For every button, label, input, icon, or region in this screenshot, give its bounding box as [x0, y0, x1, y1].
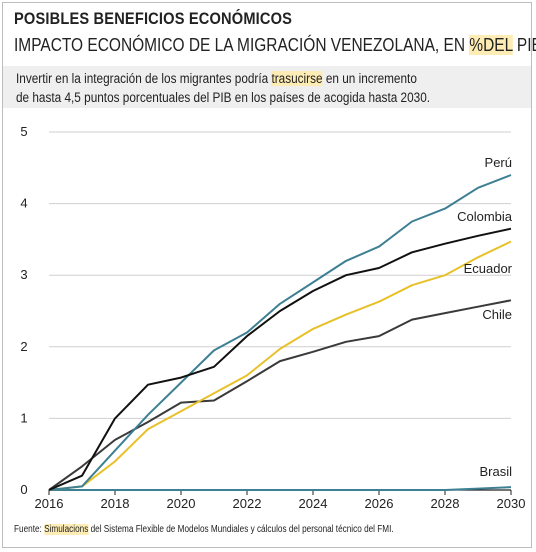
- x-tick-label: 2024: [299, 496, 328, 511]
- series-line-ecuador: [48, 240, 512, 491]
- series-label-peru: Perú: [485, 155, 512, 170]
- x-tick-label: 2020: [167, 496, 196, 511]
- description-line-1: Invertir en la integración de los migran…: [16, 69, 469, 88]
- subtitle-text-end: PIB: [516, 35, 536, 55]
- source-label: Fuente:: [14, 524, 45, 535]
- subtitle-highlight: %DEL: [469, 35, 513, 55]
- description-box: Invertir en la integración de los migran…: [3, 66, 531, 108]
- y-tick-label: 3: [20, 267, 27, 282]
- series-line-brasil: [49, 486, 512, 491]
- x-tick-label: 2026: [365, 496, 394, 511]
- description-text-end: en un incremento: [322, 71, 417, 86]
- y-tick-label: 2: [20, 339, 27, 354]
- series-line-chile: [48, 299, 512, 491]
- x-axis-ticks: 2016 2018 2020 2022 2024 2026 2028 2030: [35, 490, 526, 511]
- x-tick-label: 2018: [101, 496, 130, 511]
- x-tick-label: 2022: [233, 496, 262, 511]
- source-text: del Sistema Flexible de Modelos Mundiale…: [88, 524, 394, 535]
- chart-subtitle: IMPACTO ECONÓMICO DE LA MIGRACIÓN VENEZO…: [14, 35, 536, 56]
- y-axis-ticks: 0 1 2 3 4 5: [20, 124, 27, 497]
- series-line-peru: [48, 174, 512, 491]
- series-label-chile: Chile: [482, 307, 512, 322]
- x-tick-label: 2030: [497, 496, 526, 511]
- series-label-ecuador: Ecuador: [464, 261, 513, 276]
- x-tick-label: 2028: [431, 496, 460, 511]
- subtitle-text: IMPACTO ECONÓMICO DE LA MIGRACIÓN VENEZO…: [14, 35, 470, 55]
- series-label-brasil: Brasil: [479, 464, 512, 479]
- description-highlight: trasucirse: [271, 71, 323, 86]
- series-label-colombia: Colombia: [457, 209, 513, 224]
- description-line-2: de hasta 4,5 puntos porcentuales del PIB…: [16, 90, 431, 105]
- y-tick-label: 5: [20, 124, 27, 139]
- source-highlight: Simulacions: [44, 524, 89, 535]
- y-tick-label: 0: [20, 482, 27, 497]
- chart-title: POSIBLES BENEFICIOS ECONÓMICOS: [14, 9, 293, 28]
- chart-frame: [2, 2, 532, 548]
- y-tick-label: 4: [20, 196, 27, 211]
- description-text: Invertir en la integración de los migran…: [16, 71, 272, 86]
- y-tick-label: 1: [20, 410, 27, 425]
- x-tick-label: 2016: [35, 496, 64, 511]
- series-lines: [48, 174, 512, 491]
- source-note: Fuente: Simulacions del Sistema Flexible…: [14, 524, 394, 535]
- series-line-colombia: [48, 227, 512, 491]
- series-labels: Perú Colombia Ecuador Chile Brasil: [457, 155, 513, 479]
